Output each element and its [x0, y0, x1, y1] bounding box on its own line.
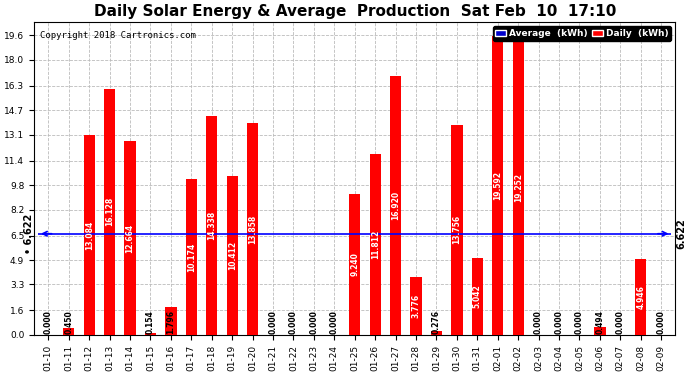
Bar	[83, 135, 95, 335]
Text: • 6.622: • 6.622	[23, 214, 34, 254]
Text: 13.756: 13.756	[453, 215, 462, 244]
Bar	[349, 194, 360, 335]
Text: 5.042: 5.042	[473, 285, 482, 308]
Text: 0.000: 0.000	[616, 310, 625, 334]
Bar	[370, 154, 381, 335]
Bar	[594, 327, 606, 335]
Title: Daily Solar Energy & Average  Production  Sat Feb  10  17:10: Daily Solar Energy & Average Production …	[94, 4, 616, 19]
Text: 0.000: 0.000	[268, 310, 277, 334]
Bar	[124, 141, 136, 335]
Text: 0.494: 0.494	[595, 310, 604, 334]
Bar	[247, 123, 258, 335]
Text: 0.000: 0.000	[555, 310, 564, 334]
Text: 1.796: 1.796	[166, 310, 175, 334]
Text: 0.000: 0.000	[289, 310, 298, 334]
Text: 4.946: 4.946	[636, 285, 645, 309]
Text: 0.000: 0.000	[575, 310, 584, 334]
Bar	[226, 176, 238, 335]
Bar	[411, 277, 422, 335]
Bar	[451, 125, 462, 335]
Bar	[104, 88, 115, 335]
Text: 16.920: 16.920	[391, 191, 400, 220]
Bar	[513, 41, 524, 335]
Text: 12.664: 12.664	[126, 224, 135, 253]
Text: 0.276: 0.276	[432, 310, 441, 334]
Bar	[635, 259, 647, 335]
Text: 0.000: 0.000	[534, 310, 543, 334]
Bar	[63, 328, 75, 335]
Text: 13.858: 13.858	[248, 214, 257, 244]
Bar	[492, 36, 504, 335]
Bar	[472, 258, 483, 335]
Bar	[390, 76, 401, 335]
Bar	[431, 331, 442, 335]
Text: 0.000: 0.000	[657, 310, 666, 334]
Text: 19.592: 19.592	[493, 171, 502, 200]
Text: 11.812: 11.812	[371, 230, 380, 259]
Text: 0.000: 0.000	[330, 310, 339, 334]
Text: 10.174: 10.174	[187, 243, 196, 272]
Text: 16.128: 16.128	[105, 197, 114, 226]
Text: 9.240: 9.240	[351, 252, 359, 276]
Text: 6.622: 6.622	[676, 218, 686, 249]
Bar	[186, 180, 197, 335]
Bar	[206, 116, 217, 335]
Text: 19.252: 19.252	[513, 173, 523, 202]
Text: 3.776: 3.776	[411, 294, 420, 318]
Text: 0.000: 0.000	[43, 310, 53, 334]
Text: 13.084: 13.084	[85, 220, 94, 249]
Legend: Average  (kWh), Daily  (kWh): Average (kWh), Daily (kWh)	[493, 26, 671, 40]
Bar	[166, 308, 177, 335]
Text: 0.000: 0.000	[309, 310, 318, 334]
Text: 10.412: 10.412	[228, 241, 237, 270]
Text: 14.338: 14.338	[207, 211, 216, 240]
Text: Copyright 2018 Cartronics.com: Copyright 2018 Cartronics.com	[41, 31, 196, 40]
Text: 0.450: 0.450	[64, 310, 73, 334]
Bar	[145, 333, 156, 335]
Text: 0.154: 0.154	[146, 310, 155, 334]
